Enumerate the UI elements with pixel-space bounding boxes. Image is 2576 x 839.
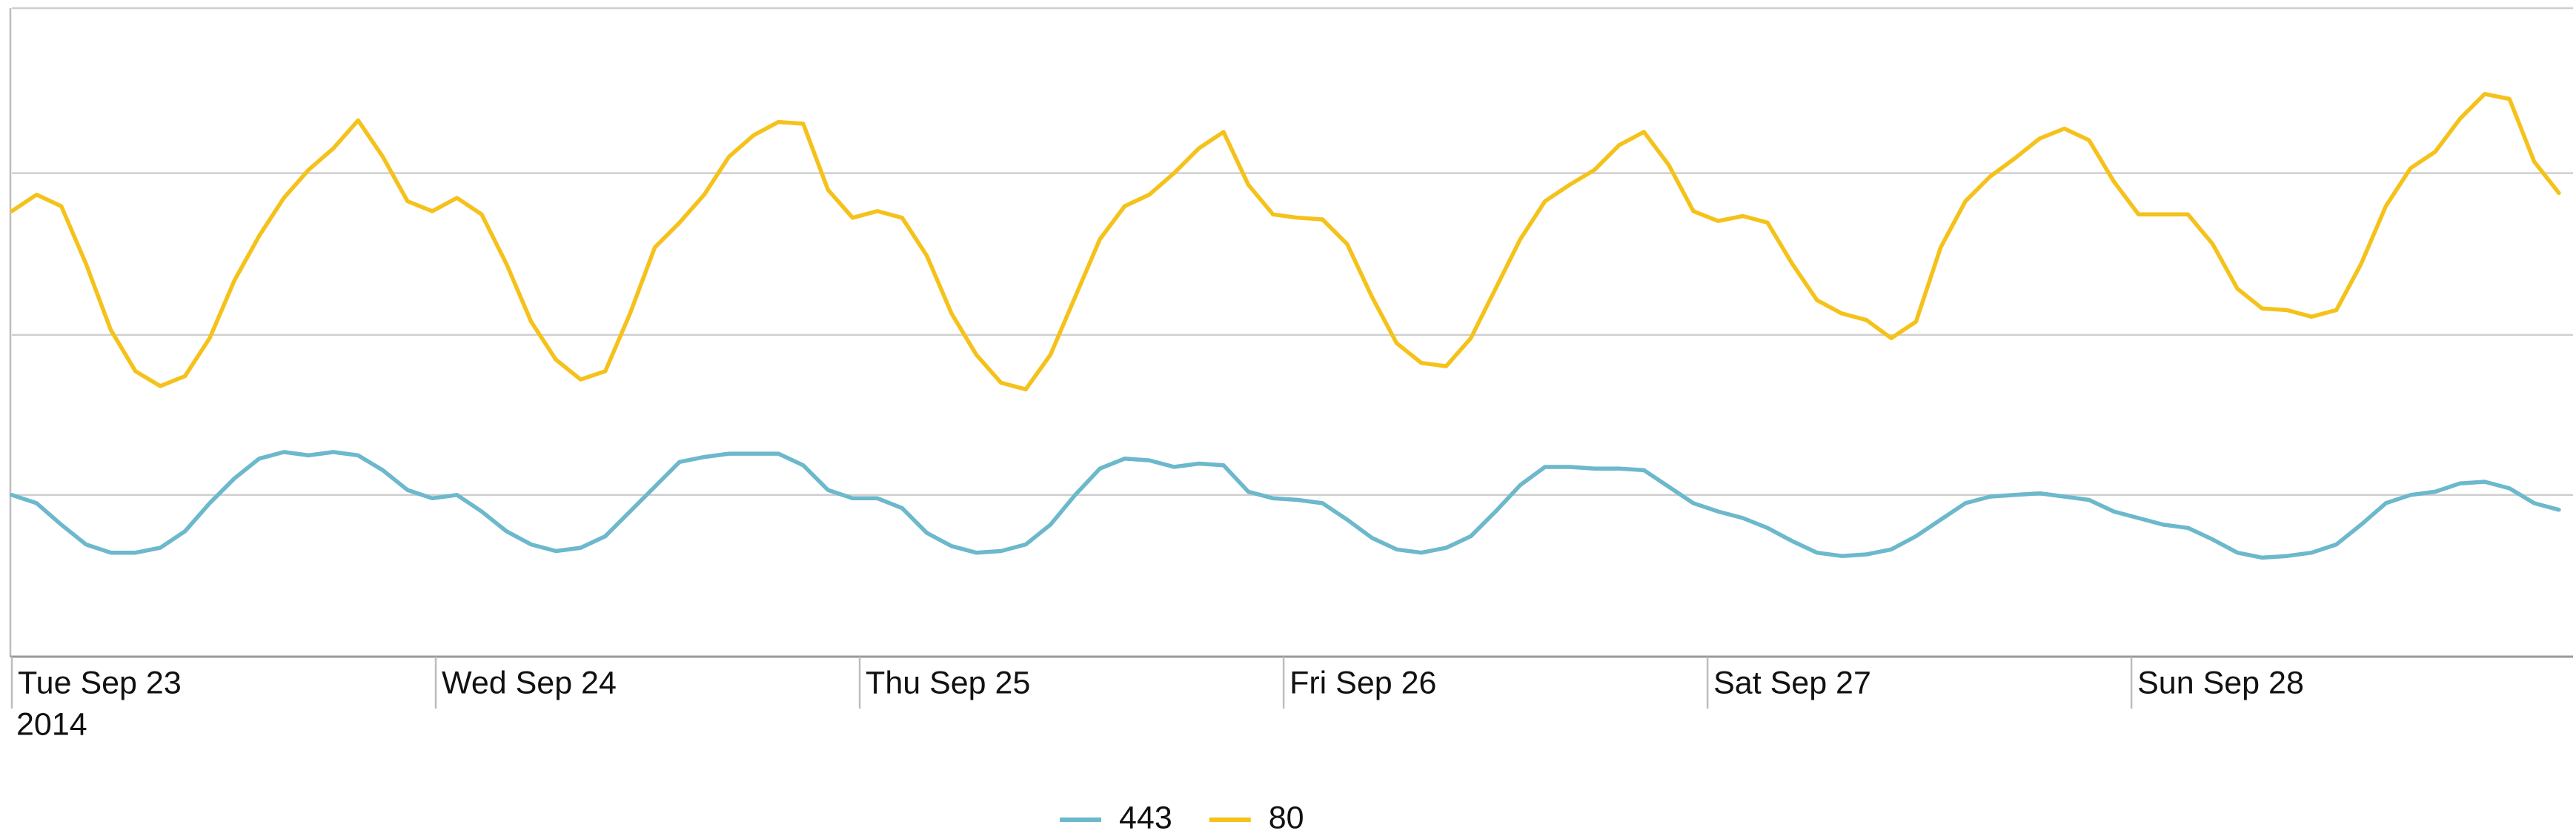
x-tick-label: Sun Sep 28 — [2137, 665, 2304, 700]
x-tick-label: Fri Sep 26 — [1289, 665, 1436, 700]
x-tick-label: Thu Sep 25 — [866, 665, 1030, 700]
x-tick-label: Wed Sep 24 — [442, 665, 617, 700]
x-tick-label: Sat Sep 27 — [1713, 665, 1871, 700]
x-tick-label: Tue Sep 23 — [18, 665, 182, 700]
x-year-label: 2014 — [16, 706, 87, 742]
series-line — [10, 450, 2561, 560]
series-line — [10, 92, 2561, 392]
legend-label: 443 — [1119, 800, 1172, 835]
legend-label: 80 — [1269, 800, 1304, 835]
